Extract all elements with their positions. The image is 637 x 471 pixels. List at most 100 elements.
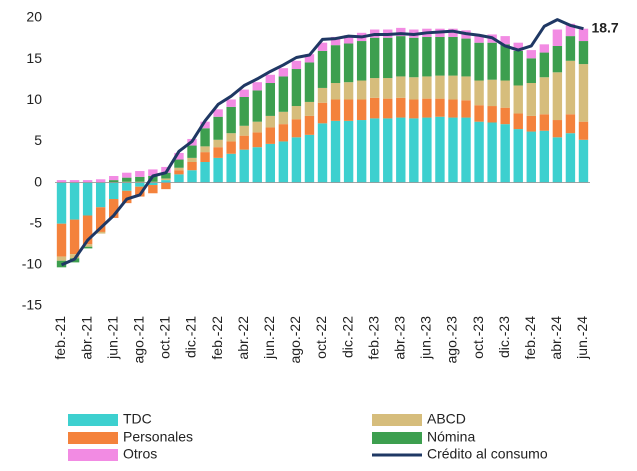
bar-segment xyxy=(552,29,563,46)
y-tick-label: 20 xyxy=(26,9,42,25)
bar-segment xyxy=(383,78,393,99)
bar-segment xyxy=(448,75,458,100)
bar-segment xyxy=(539,114,550,131)
bar-segment xyxy=(578,121,589,140)
bar-segment xyxy=(513,50,523,86)
x-tick-label: abr.-24 xyxy=(548,316,564,360)
bar-segment xyxy=(291,60,302,70)
bar-segment xyxy=(317,102,328,124)
bar-segment xyxy=(174,170,184,175)
bar-segment xyxy=(304,115,315,135)
bar-segment xyxy=(200,162,210,183)
bar-segment xyxy=(526,131,536,183)
bar-segment xyxy=(500,80,510,108)
bar-segment xyxy=(500,124,510,183)
bar-segment xyxy=(369,37,380,79)
bar-segment xyxy=(291,69,302,107)
bar-segment xyxy=(291,106,302,120)
bar-segment xyxy=(383,118,393,183)
bar-segment xyxy=(56,180,67,183)
bar-segment xyxy=(304,54,315,63)
bar-segment xyxy=(161,180,171,183)
bar-segment xyxy=(513,129,523,183)
bar-segment xyxy=(278,76,289,112)
bar-segment xyxy=(578,64,589,122)
y-tick-label: -5 xyxy=(30,214,43,230)
bar-segment xyxy=(317,42,328,51)
bar-segment xyxy=(200,128,210,147)
bar-segment xyxy=(187,162,197,171)
bar-segment xyxy=(369,97,380,119)
bar-segment xyxy=(109,199,119,218)
bar-segment xyxy=(239,149,249,183)
bar-segment xyxy=(213,109,223,117)
x-tick-label: jun.-21 xyxy=(104,316,120,360)
bar-segment xyxy=(565,60,576,115)
x-tick-label: abr.-21 xyxy=(78,316,94,360)
bar-segment xyxy=(239,89,249,97)
bar-segment xyxy=(69,182,80,220)
bar-segment xyxy=(135,176,145,182)
bar-segment xyxy=(135,171,145,177)
bar-segment xyxy=(330,99,341,121)
bar-segment xyxy=(213,157,223,183)
bar-segment xyxy=(174,159,184,168)
bar-segment xyxy=(461,100,471,118)
bar-segment xyxy=(304,101,315,116)
bar-segment xyxy=(226,133,236,142)
bar-segment xyxy=(383,37,393,79)
bar-segment xyxy=(487,106,497,123)
bar-segment xyxy=(330,45,341,84)
bar-segment xyxy=(82,244,93,247)
bar-segment xyxy=(565,36,576,61)
x-tick-label: jun.-24 xyxy=(574,316,590,360)
bar-segment xyxy=(513,42,523,51)
bar-segment xyxy=(474,105,484,122)
bar-segment xyxy=(239,96,249,126)
bar-segment xyxy=(291,137,302,183)
bar-segment xyxy=(239,125,249,136)
bar-segment xyxy=(252,82,262,91)
bar-segment xyxy=(461,38,471,77)
bar-segment xyxy=(278,141,289,183)
bar-segment xyxy=(552,72,563,121)
bar-segment xyxy=(317,50,328,88)
bar-segment xyxy=(252,121,262,133)
bar-segment xyxy=(461,117,471,183)
bar-segment xyxy=(356,99,367,121)
bar-segment xyxy=(539,44,550,53)
bar-segment xyxy=(448,36,458,76)
bar-segment xyxy=(474,121,484,183)
bar-segment xyxy=(265,127,276,144)
bar-segment xyxy=(69,254,80,259)
bar-segment xyxy=(200,146,210,153)
bar-segment xyxy=(265,74,276,84)
bar-segment xyxy=(500,36,510,45)
x-tick-label: oct.-22 xyxy=(313,316,329,359)
x-tick-label: ago.-22 xyxy=(287,316,303,364)
bar-segment xyxy=(526,50,536,59)
bar-segment xyxy=(265,115,276,128)
bar-segment xyxy=(148,185,158,194)
bar-segment xyxy=(109,180,119,183)
bar-segment xyxy=(122,172,132,178)
bar-segment xyxy=(148,182,158,186)
bar-segment xyxy=(252,147,262,183)
x-tick-label: oct.-21 xyxy=(157,316,173,359)
bar-segment xyxy=(343,120,354,183)
bar-segment xyxy=(422,117,432,183)
legend-swatch xyxy=(68,432,118,444)
x-tick-label: feb.-24 xyxy=(522,316,538,360)
bar-segment xyxy=(435,98,445,117)
bar-segment xyxy=(291,119,302,138)
bar-segment xyxy=(148,175,158,182)
bar-segment xyxy=(513,85,523,114)
bar-segment xyxy=(265,83,276,116)
bar-segment xyxy=(578,41,589,65)
x-tick-label: feb.-23 xyxy=(365,316,381,360)
bar-segment xyxy=(474,80,484,106)
legend-label: ABCD xyxy=(427,411,466,427)
x-tick-label: dic.-22 xyxy=(339,316,355,358)
bar-segment xyxy=(513,113,523,130)
bar-segment xyxy=(304,62,315,102)
